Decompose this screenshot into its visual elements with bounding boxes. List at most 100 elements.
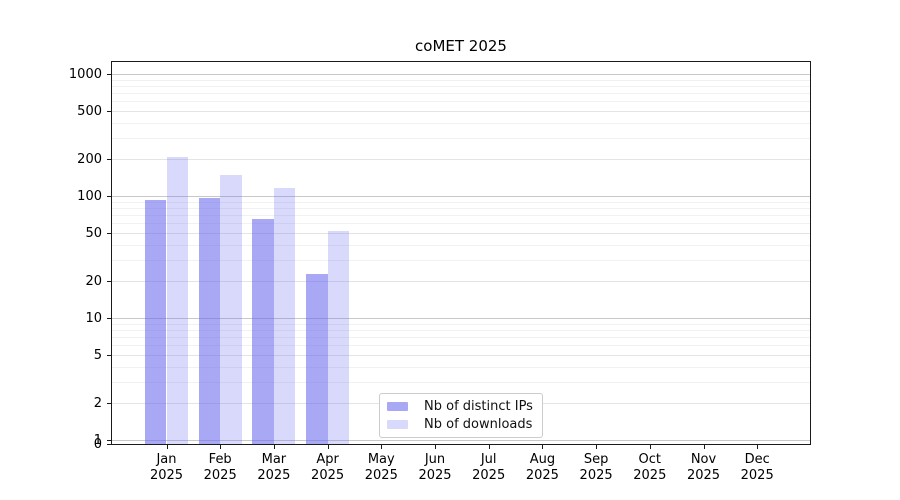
month-label: Oct xyxy=(638,452,662,467)
gridline-100 xyxy=(112,196,810,197)
bar-nb-of-distinct-ips-jan xyxy=(144,200,167,444)
x-tick-label-nov: Nov 2025 xyxy=(672,452,736,484)
x-tick-label-jan: Jan 2025 xyxy=(135,452,199,484)
y-tick-label-5: 5 xyxy=(93,348,102,363)
gridline-7 xyxy=(112,337,810,338)
legend-label-nb-of-distinct-ips: Nb of distinct IPs xyxy=(424,398,533,414)
bar-nb-of-downloads-feb xyxy=(220,174,242,444)
x-tick-mark-nov xyxy=(704,445,705,449)
month-label: Mar xyxy=(261,452,287,467)
y-tick-label-200: 200 xyxy=(77,152,102,167)
bar-nb-of-distinct-ips-apr xyxy=(306,273,328,444)
gridline-700 xyxy=(112,93,810,94)
year-label: 2025 xyxy=(203,468,237,483)
bar-nb-of-distinct-ips-feb xyxy=(198,197,221,444)
x-tick-mark-jun xyxy=(435,445,436,449)
gridline-20 xyxy=(112,281,810,282)
x-tick-label-aug: Aug 2025 xyxy=(510,452,574,484)
y-tick-mark-1000 xyxy=(107,74,111,75)
y-tick-label-0: 0 xyxy=(93,437,102,452)
x-tick-label-jul: Jul 2025 xyxy=(457,452,521,484)
gridline-3 xyxy=(112,382,810,383)
month-label: Dec xyxy=(744,452,770,467)
y-tick-mark-1 xyxy=(107,440,111,441)
legend-label-nb-of-downloads: Nb of downloads xyxy=(424,416,533,432)
x-tick-mark-dec xyxy=(757,445,758,449)
x-tick-label-dec: Dec 2025 xyxy=(725,452,789,484)
x-tick-mark-jul xyxy=(489,445,490,449)
bar-nb-of-downloads-jan xyxy=(166,157,189,444)
x-tick-label-oct: Oct 2025 xyxy=(618,452,682,484)
y-tick-mark-200 xyxy=(107,159,111,160)
month-label: Aug xyxy=(529,452,556,467)
month-label: Jun xyxy=(424,452,446,467)
y-tick-mark-5 xyxy=(107,355,111,356)
y-tick-label-100: 100 xyxy=(77,189,102,204)
year-label: 2025 xyxy=(311,468,345,483)
gridline-60 xyxy=(112,223,810,224)
y-tick-mark-20 xyxy=(107,281,111,282)
gridline-200 xyxy=(112,159,810,160)
x-tick-mark-aug xyxy=(542,445,543,449)
gridline-5 xyxy=(112,355,810,356)
x-tick-mark-feb xyxy=(220,445,221,449)
year-label: 2025 xyxy=(633,468,667,483)
legend-swatch-nb-of-downloads xyxy=(387,420,408,429)
gridline-40 xyxy=(112,245,810,246)
x-tick-mark-sep xyxy=(596,445,597,449)
year-label: 2025 xyxy=(686,468,721,483)
gridline-900 xyxy=(112,80,810,81)
y-tick-label-50: 50 xyxy=(85,226,102,241)
year-label: 2025 xyxy=(149,468,184,483)
month-label: Nov xyxy=(690,452,717,467)
gridline-9 xyxy=(112,324,810,325)
year-label: 2025 xyxy=(257,468,291,483)
gridline-4 xyxy=(112,367,810,368)
month-label: Jan xyxy=(156,452,177,467)
gridline-10 xyxy=(112,318,810,319)
x-tick-label-mar: Mar 2025 xyxy=(242,452,306,484)
x-tick-mark-oct xyxy=(650,445,651,449)
year-label: 2025 xyxy=(740,468,774,483)
month-label: Jul xyxy=(480,452,497,467)
month-label: Apr xyxy=(316,452,339,467)
gridline-80 xyxy=(112,208,810,209)
y-tick-label-1: 1 xyxy=(93,433,102,448)
y-tick-mark-500 xyxy=(107,111,111,112)
y-tick-mark-50 xyxy=(107,233,111,234)
gridline-8 xyxy=(112,330,810,331)
y-tick-mark-2 xyxy=(107,403,111,404)
gridline-50 xyxy=(112,233,810,234)
gridline-6 xyxy=(112,345,810,346)
gridline-500 xyxy=(112,111,810,112)
legend-swatch-nb-of-distinct-ips xyxy=(387,402,408,411)
year-label: 2025 xyxy=(364,468,398,483)
y-tick-label-1000: 1000 xyxy=(68,67,102,82)
bar-nb-of-downloads-mar xyxy=(273,188,296,444)
y-tick-mark-10 xyxy=(107,318,111,319)
year-label: 2025 xyxy=(472,468,506,483)
gridline-600 xyxy=(112,101,810,102)
year-label: 2025 xyxy=(525,468,559,483)
x-tick-mark-jan xyxy=(167,445,168,449)
x-tick-mark-apr xyxy=(328,445,329,449)
year-label: 2025 xyxy=(418,468,452,483)
x-tick-mark-may xyxy=(381,445,382,449)
y-tick-label-500: 500 xyxy=(77,104,102,119)
plot-area xyxy=(111,61,811,445)
x-tick-label-sep: Sep 2025 xyxy=(564,452,628,484)
month-label: Feb xyxy=(208,452,232,467)
month-label: May xyxy=(367,452,395,467)
gridline-90 xyxy=(112,202,810,203)
gridline-800 xyxy=(112,86,810,87)
gridline-1000 xyxy=(112,74,810,75)
year-label: 2025 xyxy=(579,468,613,483)
y-tick-mark-100 xyxy=(107,196,111,197)
y-tick-mark-0 xyxy=(107,444,111,445)
gridline-1 xyxy=(112,440,810,441)
gridline-30 xyxy=(112,260,810,261)
month-label: Sep xyxy=(583,452,609,467)
x-tick-label-feb: Feb 2025 xyxy=(188,452,252,484)
legend-item-nb-of-downloads: Nb of downloads xyxy=(387,416,542,432)
